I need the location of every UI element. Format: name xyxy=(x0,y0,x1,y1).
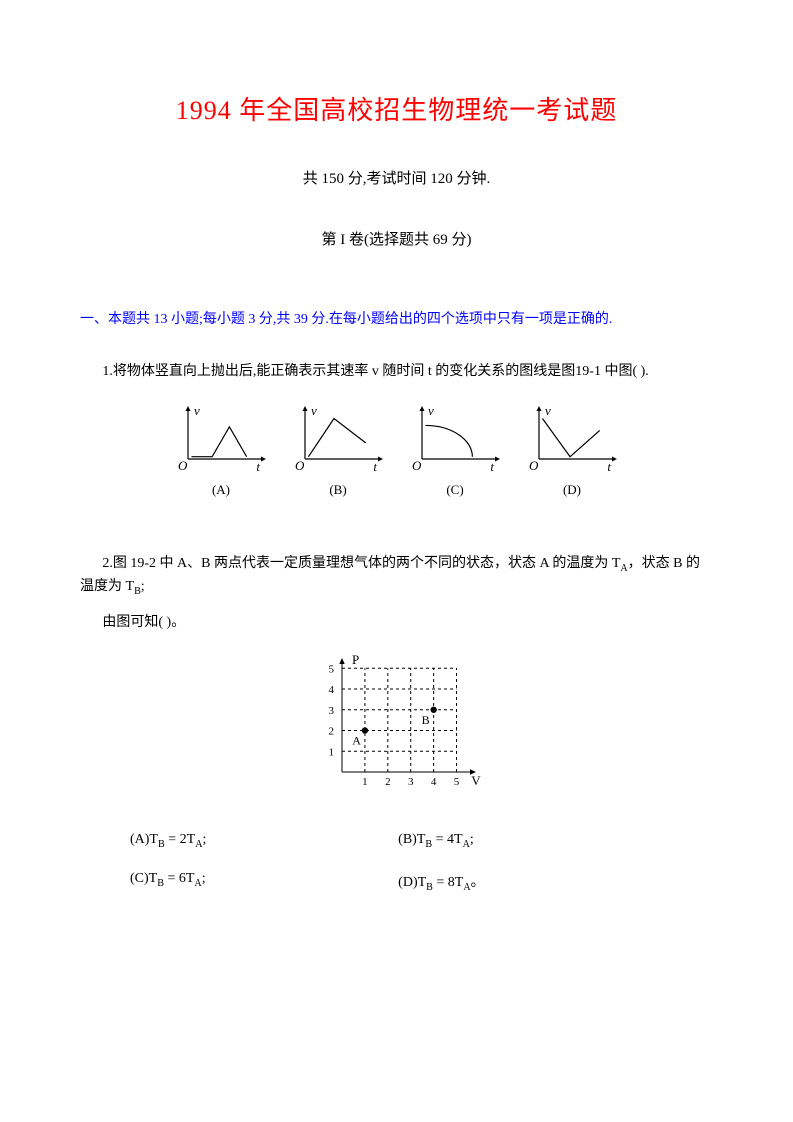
part-heading: 第 I 卷(选择题共 69 分) xyxy=(80,228,713,249)
svg-text:P: P xyxy=(352,652,359,667)
q1-stem: 1.将物体竖直向上抛出后,能正确表示其速率 v 随时间 t 的变化关系的图线是图… xyxy=(80,361,713,383)
svg-text:v: v xyxy=(428,403,434,418)
q1-chart-D: v t O (D) xyxy=(525,403,620,498)
opt-c-subl: B xyxy=(157,878,164,889)
opt-d-subr: A xyxy=(463,882,470,893)
svg-text:3: 3 xyxy=(407,776,413,788)
svg-text:O: O xyxy=(529,458,539,473)
q2-options: (A)TB = 2TA; (B)TB = 4TA; (C)TB = 6TA; (… xyxy=(130,832,713,916)
svg-text:v: v xyxy=(194,403,200,418)
exam-title: 1994 年全国高校招生物理统一考试题 xyxy=(80,90,713,127)
q1-chart-A: v t O (A) xyxy=(174,403,269,498)
opt-d-prefix: (D)T xyxy=(398,875,426,890)
q1-chart-B: v t O (B) xyxy=(291,403,386,498)
opt-c-subr: A xyxy=(194,878,201,889)
q2-stem-tail: ; xyxy=(141,579,145,594)
svg-text:2: 2 xyxy=(385,776,391,788)
svg-text:t: t xyxy=(373,459,377,473)
q2-stem: 2.图 19-2 中 A、B 两点代表一定质量理想气体的两个不同的状态，状态 A… xyxy=(80,553,713,600)
opt-c-prefix: (C)T xyxy=(130,871,157,886)
svg-text:B: B xyxy=(421,712,429,726)
opt-a-subl: B xyxy=(158,838,165,849)
vt-chart-icon: v t O xyxy=(174,403,269,473)
svg-text:4: 4 xyxy=(430,776,436,788)
svg-text:t: t xyxy=(490,459,494,473)
opt-b-mid: = 4T xyxy=(432,832,462,847)
opt-a-mid: = 2T xyxy=(165,832,195,847)
q1-chart-C: v t O (C) xyxy=(408,403,503,498)
opt-d-suffix: 。 xyxy=(471,875,485,890)
opt-b-suffix: ; xyxy=(470,832,474,847)
opt-c-mid: = 6T xyxy=(164,871,194,886)
page: 1994 年全国高校招生物理统一考试题 共 150 分,考试时间 120 分钟.… xyxy=(0,0,793,975)
opt-d-mid: = 8T xyxy=(433,875,463,890)
opt-d-subl: B xyxy=(426,882,433,893)
svg-text:t: t xyxy=(256,459,260,473)
svg-text:v: v xyxy=(311,403,317,418)
vt-chart-icon: v t O xyxy=(525,403,620,473)
svg-text:5: 5 xyxy=(453,776,459,788)
svg-text:5: 5 xyxy=(328,663,334,675)
q2-stem-part1: 2.图 19-2 中 A、B 两点代表一定质量理想气体的两个不同的状态，状态 A… xyxy=(102,556,620,571)
q2-option-d: (D)TB = 8TA。 xyxy=(398,871,666,893)
svg-text:O: O xyxy=(412,458,422,473)
svg-text:1: 1 xyxy=(362,776,368,788)
chart-option-label: (B) xyxy=(291,482,386,498)
svg-text:O: O xyxy=(295,458,305,473)
svg-text:4: 4 xyxy=(328,684,334,696)
chart-option-label: (A) xyxy=(174,482,269,498)
chart-option-label: (D) xyxy=(525,482,620,498)
svg-text:2: 2 xyxy=(328,725,334,737)
svg-text:V: V xyxy=(471,773,481,788)
q1-charts: v t O (A) v t O (B) v t O (C) v t O (D) xyxy=(80,403,713,498)
q2-option-a: (A)TB = 2TA; xyxy=(130,832,398,850)
svg-text:A: A xyxy=(352,733,361,747)
opt-a-suffix: ; xyxy=(202,832,206,847)
vt-chart-icon: v t O xyxy=(408,403,503,473)
vt-chart-icon: v t O xyxy=(291,403,386,473)
q2-chart-wrap: 1 2 3 4 5 1 2 3 4 5 P V A B xyxy=(80,652,713,792)
svg-text:v: v xyxy=(545,403,551,418)
q2-stem-line2: 由图可知( )。 xyxy=(80,612,713,634)
q2-option-c: (C)TB = 6TA; xyxy=(130,871,398,893)
opt-b-prefix: (B)T xyxy=(398,832,425,847)
section-heading: 一、本题共 13 小题;每小题 3 分,共 39 分.在每小题给出的四个选项中只… xyxy=(80,309,713,331)
q2-option-b: (B)TB = 4TA; xyxy=(398,832,666,850)
opt-b-subr: A xyxy=(463,838,470,849)
svg-text:1: 1 xyxy=(328,746,334,758)
pv-chart-icon: 1 2 3 4 5 1 2 3 4 5 P V A B xyxy=(312,652,482,792)
q2-sub-a: A xyxy=(620,563,627,574)
q2-sub-b: B xyxy=(134,586,141,597)
svg-text:t: t xyxy=(607,459,611,473)
opt-c-suffix: ; xyxy=(202,871,206,886)
svg-text:3: 3 xyxy=(328,704,334,716)
chart-option-label: (C) xyxy=(408,482,503,498)
svg-text:O: O xyxy=(178,458,188,473)
exam-subtitle: 共 150 分,考试时间 120 分钟. xyxy=(80,167,713,188)
opt-a-prefix: (A)T xyxy=(130,832,158,847)
